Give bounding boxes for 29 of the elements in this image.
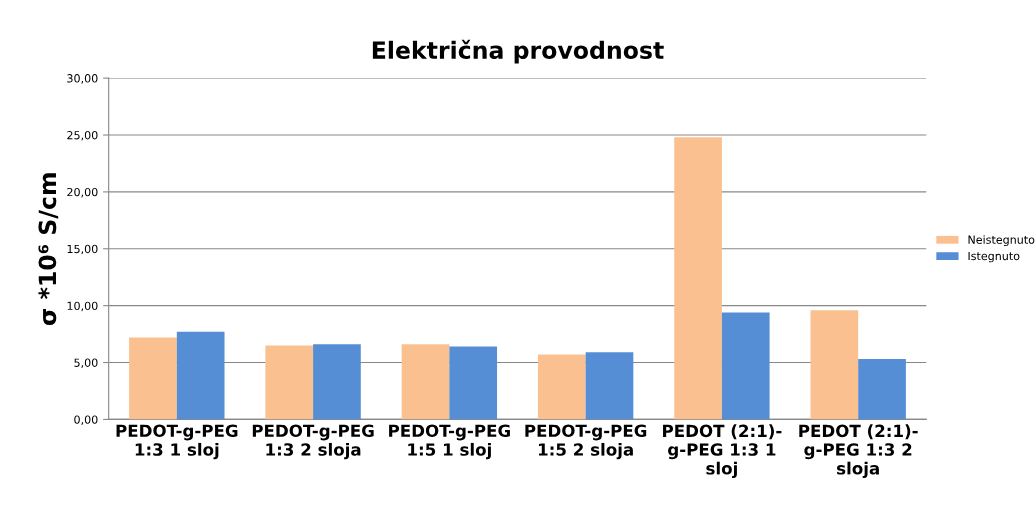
legend-label: Neistegnuto xyxy=(968,235,1035,246)
chart-title: Električna provodnost xyxy=(372,39,664,64)
bar xyxy=(313,344,361,420)
bar xyxy=(721,312,770,420)
x-tick-label: PEDOT-g-PEG 1:5 1 sloj xyxy=(389,424,510,460)
x-tick-label: PEDOT-g-PEG 1:5 2 sloja xyxy=(525,424,647,460)
x-tick-label: PEDOT-g-PEG 1:3 2 sloja xyxy=(252,424,374,460)
bar xyxy=(176,331,225,420)
y-tick-label: 30,00 xyxy=(67,74,98,84)
y-axis-title: σ *10⁶ S/cm xyxy=(38,173,59,326)
x-tick-label: PEDOT (2:1)- g-PEG 1:3 2 sloja xyxy=(799,424,918,478)
bar xyxy=(585,352,634,420)
bar xyxy=(449,346,498,420)
y-tick-label: 20,00 xyxy=(67,187,98,198)
bar xyxy=(858,359,906,420)
bar xyxy=(265,345,314,420)
y-tick-label: 5,00 xyxy=(74,358,98,369)
bar xyxy=(129,337,177,420)
x-tick-label: PEDOT-g-PEG 1:3 1 sloj xyxy=(116,424,238,460)
bar xyxy=(674,137,722,420)
bar xyxy=(401,344,450,420)
bar xyxy=(537,354,586,420)
bar xyxy=(810,310,859,420)
y-tick-label: 15,00 xyxy=(67,244,98,255)
y-tick-label: 10,00 xyxy=(67,301,98,312)
y-tick-label: 25,00 xyxy=(67,131,98,141)
x-tick-label: PEDOT (2:1)- g-PEG 1:3 1 sloj xyxy=(663,424,782,478)
y-tick-label: 0,00 xyxy=(74,415,98,425)
legend-label: Istegnuto xyxy=(968,251,1020,263)
